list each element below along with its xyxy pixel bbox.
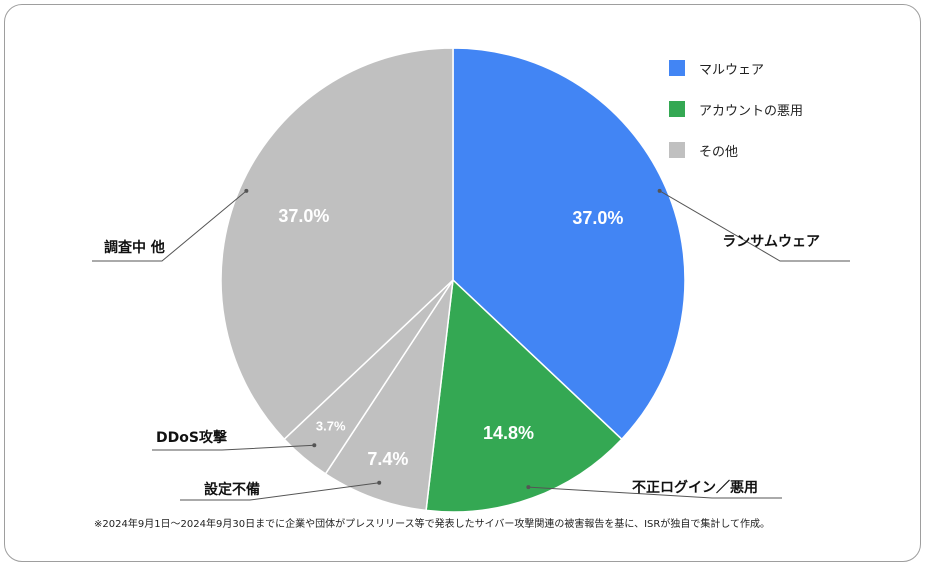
callout-dot	[526, 485, 531, 490]
slice-value-label: 37.0%	[572, 208, 623, 228]
callout-line	[152, 444, 315, 451]
legend-label-malware: マルウェア	[699, 62, 765, 78]
legend-item-other: その他	[669, 140, 803, 160]
legend-item-malware: マルウェア	[669, 58, 803, 78]
callout-line	[180, 482, 380, 501]
slice-category-label: ランサムウェア	[722, 234, 820, 250]
callout-line	[92, 190, 247, 262]
slice-category-label: 不正ログイン／悪用	[632, 479, 758, 496]
slice-value-label: 37.0%	[278, 206, 329, 226]
slice-value-label: 7.4%	[367, 449, 408, 469]
slice-category-label: 設定不備	[204, 481, 260, 498]
legend-swatch-other	[669, 142, 685, 158]
slice-category-label: 調査中 他	[104, 239, 165, 256]
footnote: ※2024年9月1日～2024年9月30日までに企業や団体がプレスリリース等で発…	[94, 519, 771, 530]
pie-slice	[220, 47, 454, 441]
slice-category-label: DDoS攻撃	[156, 429, 227, 446]
legend-label-account-abuse: アカウントの悪用	[699, 103, 804, 119]
callout-dot	[244, 188, 249, 193]
callout-dot	[312, 443, 317, 448]
legend-item-account-abuse: アカウントの悪用	[669, 99, 803, 119]
legend-swatch-account-abuse	[669, 101, 685, 117]
pie-slice	[425, 278, 623, 513]
pie-slice	[452, 47, 686, 441]
callout-line	[528, 486, 782, 499]
pie-slice	[324, 279, 454, 512]
legend-swatch-malware	[669, 60, 685, 76]
callout-line	[659, 190, 850, 262]
legend: マルウェア アカウントの悪用 その他	[669, 58, 803, 181]
legend-label-other: その他	[699, 144, 739, 160]
slice-value-label: 3.7%	[316, 418, 346, 433]
callout-dot	[657, 188, 662, 193]
slice-value-label: 14.8%	[483, 423, 534, 443]
callout-dot	[377, 480, 382, 485]
